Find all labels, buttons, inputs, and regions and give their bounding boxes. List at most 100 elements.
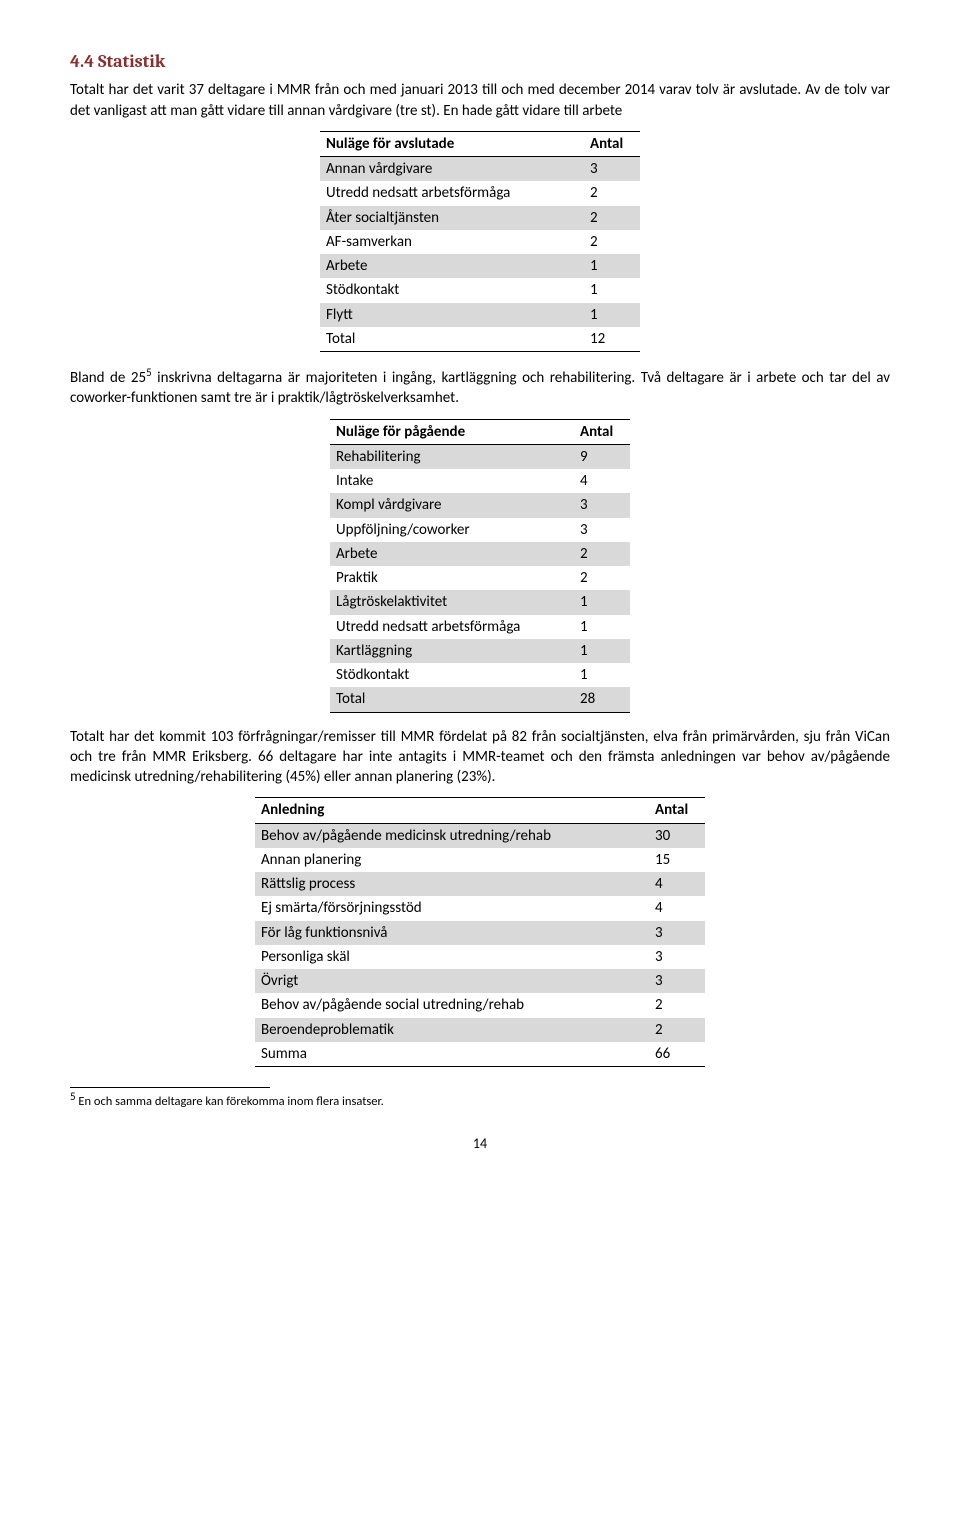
table-cell-value: 2 [649, 1018, 705, 1042]
table-cell-value: 3 [649, 945, 705, 969]
table-cell-label: AF-samverkan [320, 230, 584, 254]
footnote-separator [70, 1087, 270, 1088]
table-cell-value: 3 [649, 921, 705, 945]
table-cell-value: 3 [649, 969, 705, 993]
table-cell-value: 30 [649, 823, 705, 848]
table-body: Annan vårdgivare3Utredd nedsatt arbetsfö… [320, 157, 640, 352]
table-cell-label: Övrigt [255, 969, 649, 993]
table-cell-value: 2 [574, 542, 630, 566]
table-cell-value: 28 [574, 687, 630, 712]
table-header: Nuläge för pågående [330, 419, 574, 444]
table-row: Åter socialtjänsten2 [320, 206, 640, 230]
paragraph-1: Totalt har det varit 37 deltagare i MMR … [70, 80, 890, 121]
table-avslutade: Nuläge för avslutade Antal Annan vårdgiv… [320, 131, 640, 352]
footnote-text: En och samma deltagare kan förekomma ino… [76, 1094, 384, 1109]
table-cell-value: 9 [574, 444, 630, 469]
table-cell-label: Praktik [330, 566, 574, 590]
table-row: Praktik2 [330, 566, 630, 590]
table-row: Flytt1 [320, 303, 640, 327]
table-header: Antal [584, 131, 640, 156]
table-cell-value: 4 [649, 872, 705, 896]
table-cell-label: Rättslig process [255, 872, 649, 896]
table-row: Intake4 [330, 469, 630, 493]
table-row: Lågtröskelaktivitet1 [330, 590, 630, 614]
paragraph-3: Totalt har det kommit 103 förfrågningar/… [70, 727, 890, 788]
table-cell-value: 1 [574, 663, 630, 687]
table-cell-label: Utredd nedsatt arbetsförmåga [330, 615, 574, 639]
table-cell-label: Summa [255, 1042, 649, 1067]
table-cell-value: 1 [574, 639, 630, 663]
paragraph-2: Bland de 255 inskrivna deltagarna är maj… [70, 366, 890, 409]
table-body: Behov av/pågående medicinsk utredning/re… [255, 823, 705, 1067]
table-header: Anledning [255, 798, 649, 823]
text: Bland de 25 [70, 369, 146, 387]
table-row: Behov av/pågående medicinsk utredning/re… [255, 823, 705, 848]
table-cell-label: Annan planering [255, 848, 649, 872]
table-row: Stödkontakt1 [330, 663, 630, 687]
table-cell-label: Ej smärta/försörjningsstöd [255, 896, 649, 920]
table-cell-value: 66 [649, 1042, 705, 1067]
table-cell-value: 1 [584, 278, 640, 302]
table-row: Total28 [330, 687, 630, 712]
table-cell-value: 3 [574, 493, 630, 517]
table-header: Nuläge för avslutade [320, 131, 584, 156]
table-row: Uppföljning/coworker3 [330, 518, 630, 542]
table-cell-value: 2 [584, 181, 640, 205]
table-row: Summa66 [255, 1042, 705, 1067]
table-cell-label: Arbete [320, 254, 584, 278]
table-row: Rättslig process4 [255, 872, 705, 896]
table-cell-label: Total [320, 327, 584, 352]
table-row: För låg funktionsnivå3 [255, 921, 705, 945]
table-cell-label: Rehabilitering [330, 444, 574, 469]
table-cell-label: Stödkontakt [330, 663, 574, 687]
table-row: Kompl vårdgivare3 [330, 493, 630, 517]
table-cell-label: Personliga skäl [255, 945, 649, 969]
section-heading: 4.4 Statistik [70, 50, 890, 74]
table-cell-label: Flytt [320, 303, 584, 327]
table-pagaende: Nuläge för pågående Antal Rehabilitering… [330, 419, 630, 713]
table-cell-label: Arbete [330, 542, 574, 566]
table-row: Personliga skäl3 [255, 945, 705, 969]
table-cell-value: 4 [649, 896, 705, 920]
table-cell-value: 15 [649, 848, 705, 872]
table-cell-value: 12 [584, 327, 640, 352]
table-cell-value: 2 [584, 206, 640, 230]
table-cell-value: 3 [584, 157, 640, 182]
table-row: Total12 [320, 327, 640, 352]
table-cell-value: 1 [574, 615, 630, 639]
table-cell-value: 1 [584, 254, 640, 278]
table-cell-label: Behov av/pågående medicinsk utredning/re… [255, 823, 649, 848]
table-header: Antal [649, 798, 705, 823]
table-cell-label: Kompl vårdgivare [330, 493, 574, 517]
table-row: Annan vårdgivare3 [320, 157, 640, 182]
table-row: Rehabilitering9 [330, 444, 630, 469]
table-row: Arbete2 [330, 542, 630, 566]
table-cell-value: 2 [649, 993, 705, 1017]
table-cell-label: Intake [330, 469, 574, 493]
table-cell-label: Behov av/pågående social utredning/rehab [255, 993, 649, 1017]
page-number: 14 [70, 1135, 890, 1154]
table-row: Utredd nedsatt arbetsförmåga1 [330, 615, 630, 639]
table-row: Kartläggning1 [330, 639, 630, 663]
table-row: Stödkontakt1 [320, 278, 640, 302]
table-cell-value: 2 [584, 230, 640, 254]
table-cell-label: Stödkontakt [320, 278, 584, 302]
table-cell-label: Åter socialtjänsten [320, 206, 584, 230]
table-cell-label: För låg funktionsnivå [255, 921, 649, 945]
table-cell-value: 2 [574, 566, 630, 590]
table-cell-label: Lågtröskelaktivitet [330, 590, 574, 614]
table-cell-label: Total [330, 687, 574, 712]
table-cell-value: 1 [574, 590, 630, 614]
text: inskrivna deltagarna är majoriteten i in… [70, 369, 890, 407]
table-header: Antal [574, 419, 630, 444]
table-cell-label: Utredd nedsatt arbetsförmåga [320, 181, 584, 205]
table-cell-label: Annan vårdgivare [320, 157, 584, 182]
table-cell-value: 3 [574, 518, 630, 542]
footnote: 5 En och samma deltagare kan förekomma i… [70, 1090, 890, 1111]
table-cell-label: Kartläggning [330, 639, 574, 663]
table-row: Övrigt3 [255, 969, 705, 993]
table-anledning: Anledning Antal Behov av/pågående medici… [255, 797, 705, 1067]
table-row: AF-samverkan2 [320, 230, 640, 254]
table-cell-label: Beroendeproblematik [255, 1018, 649, 1042]
table-row: Beroendeproblematik2 [255, 1018, 705, 1042]
